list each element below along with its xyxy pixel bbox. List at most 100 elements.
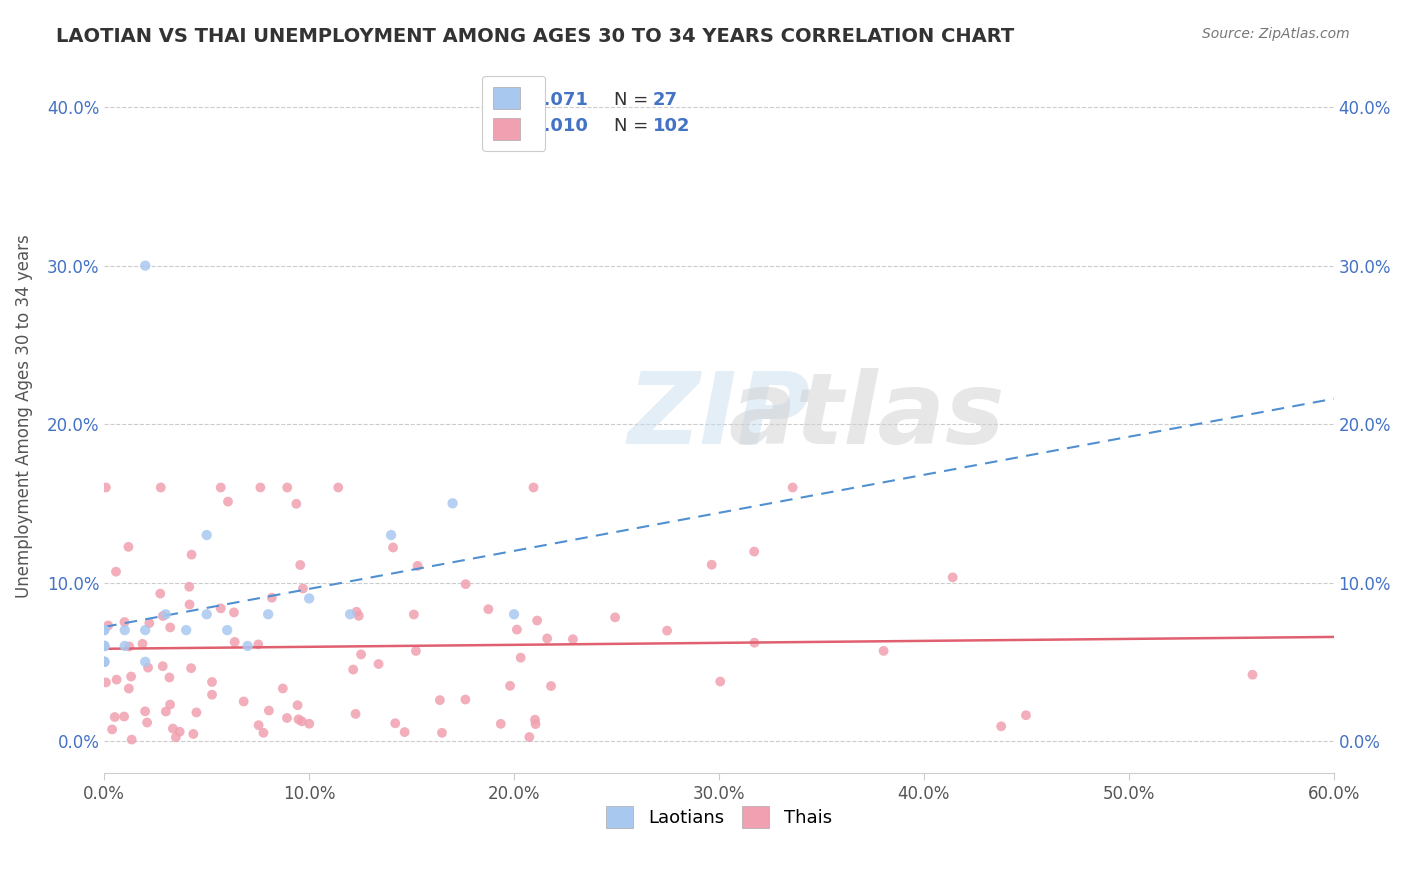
Point	[382, 541, 405, 555]
Point	[195, 528, 218, 542]
Point	[339, 607, 361, 622]
Point	[217, 623, 239, 637]
Text: R =: R =	[492, 117, 531, 135]
Point	[149, 481, 172, 495]
Point	[179, 598, 201, 612]
Text: Source: ZipAtlas.com: Source: ZipAtlas.com	[1202, 27, 1350, 41]
Point	[152, 659, 174, 673]
Point	[489, 716, 512, 731]
Point	[114, 623, 136, 637]
Point	[499, 679, 522, 693]
Point	[159, 620, 181, 634]
Legend: Laotians, Thais: Laotians, Thais	[599, 798, 839, 835]
Point	[942, 570, 965, 584]
Point	[105, 565, 128, 579]
Point	[298, 591, 321, 606]
Point	[524, 713, 547, 727]
Point	[524, 717, 547, 731]
Text: R =: R =	[492, 90, 531, 109]
Point	[93, 639, 115, 653]
Point	[454, 577, 477, 591]
Point	[136, 660, 159, 674]
Point	[526, 614, 548, 628]
Point	[134, 259, 156, 273]
Point	[179, 580, 201, 594]
Point	[342, 663, 364, 677]
Point	[1241, 667, 1264, 681]
Point	[183, 727, 205, 741]
Point	[276, 481, 298, 495]
Point	[93, 655, 115, 669]
Point	[522, 481, 544, 495]
Point	[149, 586, 172, 600]
Point	[298, 716, 321, 731]
Point	[276, 711, 298, 725]
Point	[121, 732, 143, 747]
Point	[380, 528, 402, 542]
Point	[347, 608, 370, 623]
Point	[118, 640, 141, 654]
Point	[287, 712, 309, 726]
Point	[155, 607, 177, 622]
Point	[169, 724, 191, 739]
Point	[180, 548, 202, 562]
Point	[290, 558, 312, 572]
Point	[159, 698, 181, 712]
Point	[291, 582, 314, 596]
Point	[136, 715, 159, 730]
Point	[138, 616, 160, 631]
Point	[97, 618, 120, 632]
Point	[201, 675, 224, 690]
Point	[165, 730, 187, 744]
Point	[224, 635, 246, 649]
Point	[406, 558, 429, 573]
Point	[94, 675, 117, 690]
Point	[94, 481, 117, 495]
Point	[134, 655, 156, 669]
Point	[105, 673, 128, 687]
Point	[430, 726, 453, 740]
Point	[155, 705, 177, 719]
Point	[252, 726, 274, 740]
Point	[117, 540, 139, 554]
Point	[603, 610, 626, 624]
Point	[344, 706, 367, 721]
Point	[367, 657, 389, 671]
Point	[328, 481, 350, 495]
Point	[285, 497, 308, 511]
Point	[503, 607, 526, 622]
Point	[217, 494, 239, 508]
Point	[157, 670, 180, 684]
Point	[384, 716, 406, 731]
Point	[93, 623, 115, 637]
Point	[93, 655, 115, 669]
Point	[222, 606, 245, 620]
Point	[506, 623, 529, 637]
Point	[195, 607, 218, 622]
Point	[257, 704, 280, 718]
Point	[114, 639, 136, 653]
Point	[120, 669, 142, 683]
Point	[209, 481, 232, 495]
Point	[872, 644, 894, 658]
Y-axis label: Unemployment Among Ages 30 to 34 years: Unemployment Among Ages 30 to 34 years	[15, 235, 32, 598]
Point	[990, 719, 1012, 733]
Point	[247, 718, 270, 732]
Point	[174, 623, 197, 637]
Point	[257, 607, 280, 622]
Text: LAOTIAN VS THAI UNEMPLOYMENT AMONG AGES 30 TO 34 YEARS CORRELATION CHART: LAOTIAN VS THAI UNEMPLOYMENT AMONG AGES …	[56, 27, 1015, 45]
Point	[477, 602, 499, 616]
Point	[186, 706, 208, 720]
Point	[350, 648, 373, 662]
Point	[509, 650, 531, 665]
Point	[249, 481, 271, 495]
Point	[118, 681, 141, 696]
Text: atlas: atlas	[728, 368, 1005, 465]
Point	[162, 722, 184, 736]
Point	[101, 723, 124, 737]
Point	[561, 632, 583, 647]
Text: 102: 102	[652, 117, 690, 135]
Point	[742, 544, 765, 558]
Point	[93, 639, 115, 653]
Point	[709, 674, 731, 689]
